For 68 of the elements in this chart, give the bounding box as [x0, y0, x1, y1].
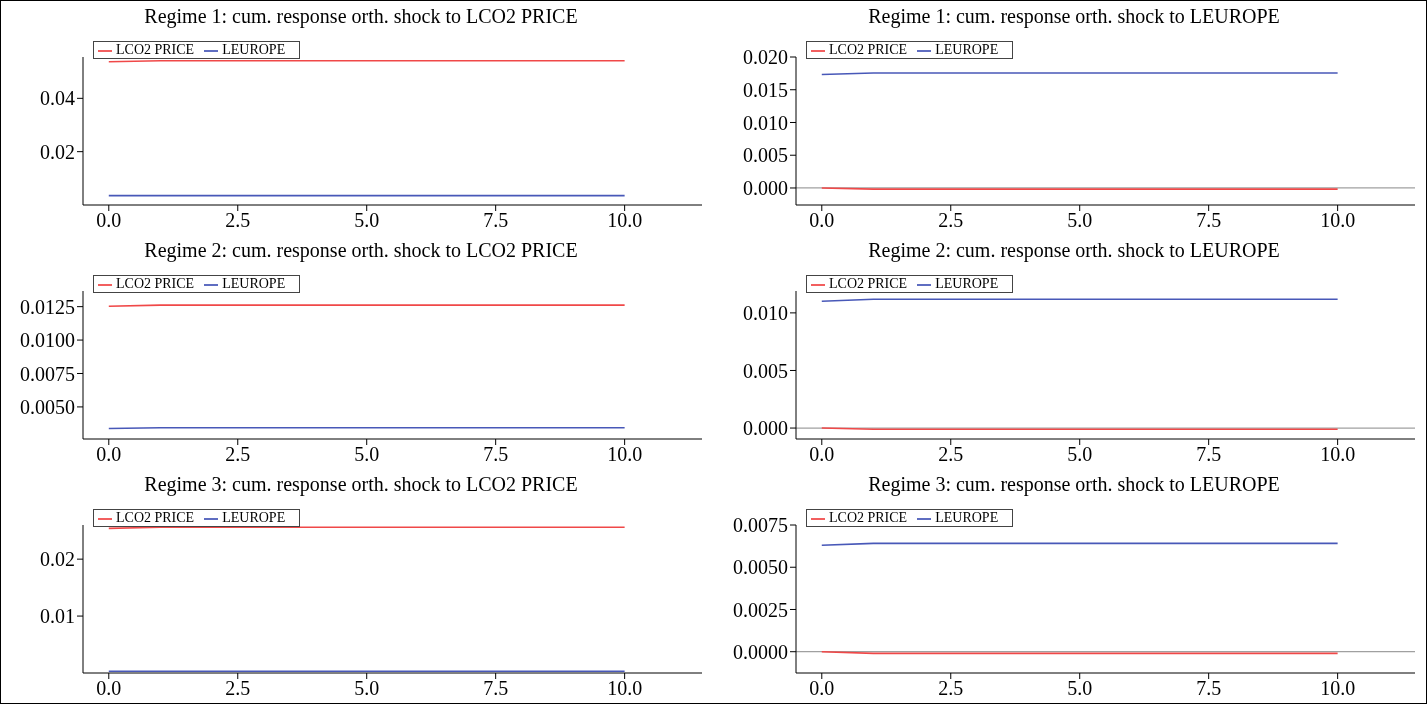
y-tick-label: 0.010 — [743, 301, 788, 324]
y-tick-label: 0.0075 — [733, 514, 788, 537]
y-tick-label: 0.01 — [40, 605, 75, 628]
x-tick-label: 10.0 — [607, 209, 643, 232]
x-tick-label: 10.0 — [1320, 209, 1356, 232]
legend-label: LCO2 PRICE — [116, 276, 195, 291]
x-tick-label: 7.5 — [483, 209, 509, 232]
x-tick-label: 7.5 — [1196, 677, 1222, 700]
y-tick-label: 0.0050 — [733, 556, 788, 579]
x-tick-label: 2.5 — [938, 677, 964, 700]
legend-label: LCO2 PRICE — [829, 510, 908, 525]
chart-title: Regime 2: cum. response orth. shock to LEUROPE — [867, 239, 1281, 261]
y-tick-label: 0.005 — [743, 144, 788, 167]
x-tick-label: 2.5 — [225, 677, 251, 700]
y-tick-label: 0.0125 — [20, 295, 75, 318]
x-tick-label: 5.0 — [1067, 209, 1093, 232]
x-tick-label: 10.0 — [1320, 677, 1356, 700]
y-tick-label: 0.015 — [743, 78, 788, 101]
x-tick-label: 0.0 — [96, 209, 122, 232]
legend-label: LEUROPE — [935, 510, 999, 525]
y-tick-label: 0.020 — [743, 46, 788, 69]
x-tick-label: 5.0 — [354, 443, 380, 466]
chart-title: Regime 3: cum. response orth. shock to LCO2 PRICE — [143, 473, 579, 495]
chart-title: Regime 3: cum. response orth. shock to LEUROPE — [867, 473, 1281, 495]
y-tick-label: 0.000 — [743, 417, 788, 440]
chart-title: Regime 1: cum. response orth. shock to LCO2 PRICE — [143, 5, 579, 27]
y-tick-label: 0.02 — [40, 548, 75, 571]
x-tick-label: 10.0 — [607, 443, 643, 466]
x-tick-label: 10.0 — [1320, 443, 1356, 466]
legend-label: LEUROPE — [935, 42, 999, 57]
legend-label: LCO2 PRICE — [116, 510, 195, 525]
legend-label: LEUROPE — [935, 276, 999, 291]
legend-label: LCO2 PRICE — [829, 276, 908, 291]
x-tick-label: 2.5 — [225, 443, 251, 466]
x-tick-label: 5.0 — [354, 209, 380, 232]
chart-title: Regime 2: cum. response orth. shock to LCO2 PRICE — [143, 239, 579, 261]
y-tick-label: 0.000 — [743, 177, 788, 200]
legend-label: LEUROPE — [222, 510, 286, 525]
y-tick-label: 0.04 — [40, 87, 75, 110]
legend-label: LEUROPE — [222, 276, 286, 291]
y-tick-label: 0.0075 — [20, 362, 75, 385]
x-tick-label: 2.5 — [225, 209, 251, 232]
x-tick-label: 5.0 — [1067, 443, 1093, 466]
y-tick-label: 0.0025 — [733, 598, 788, 621]
x-tick-label: 5.0 — [1067, 677, 1093, 700]
y-tick-label: 0.02 — [40, 140, 75, 163]
x-tick-label: 7.5 — [483, 443, 509, 466]
chart-title: Regime 1: cum. response orth. shock to LEUROPE — [867, 5, 1281, 27]
y-tick-label: 0.0000 — [733, 640, 788, 663]
x-tick-label: 2.5 — [938, 443, 964, 466]
x-tick-label: 10.0 — [607, 677, 643, 700]
x-tick-label: 2.5 — [938, 209, 964, 232]
x-tick-label: 0.0 — [96, 443, 122, 466]
x-tick-label: 0.0 — [96, 677, 122, 700]
x-tick-label: 7.5 — [1196, 443, 1222, 466]
x-tick-label: 7.5 — [1196, 209, 1222, 232]
y-tick-label: 0.0100 — [20, 329, 75, 352]
legend-label: LCO2 PRICE — [829, 42, 908, 57]
y-tick-label: 0.010 — [743, 111, 788, 134]
y-tick-label: 0.0050 — [20, 396, 75, 419]
legend-label: LEUROPE — [222, 42, 286, 57]
x-tick-label: 0.0 — [809, 443, 835, 466]
x-tick-label: 7.5 — [483, 677, 509, 700]
x-tick-label: 5.0 — [354, 677, 380, 700]
x-tick-label: 0.0 — [809, 209, 835, 232]
legend-label: LCO2 PRICE — [116, 42, 195, 57]
y-tick-label: 0.005 — [743, 359, 788, 382]
x-tick-label: 0.0 — [809, 677, 835, 700]
